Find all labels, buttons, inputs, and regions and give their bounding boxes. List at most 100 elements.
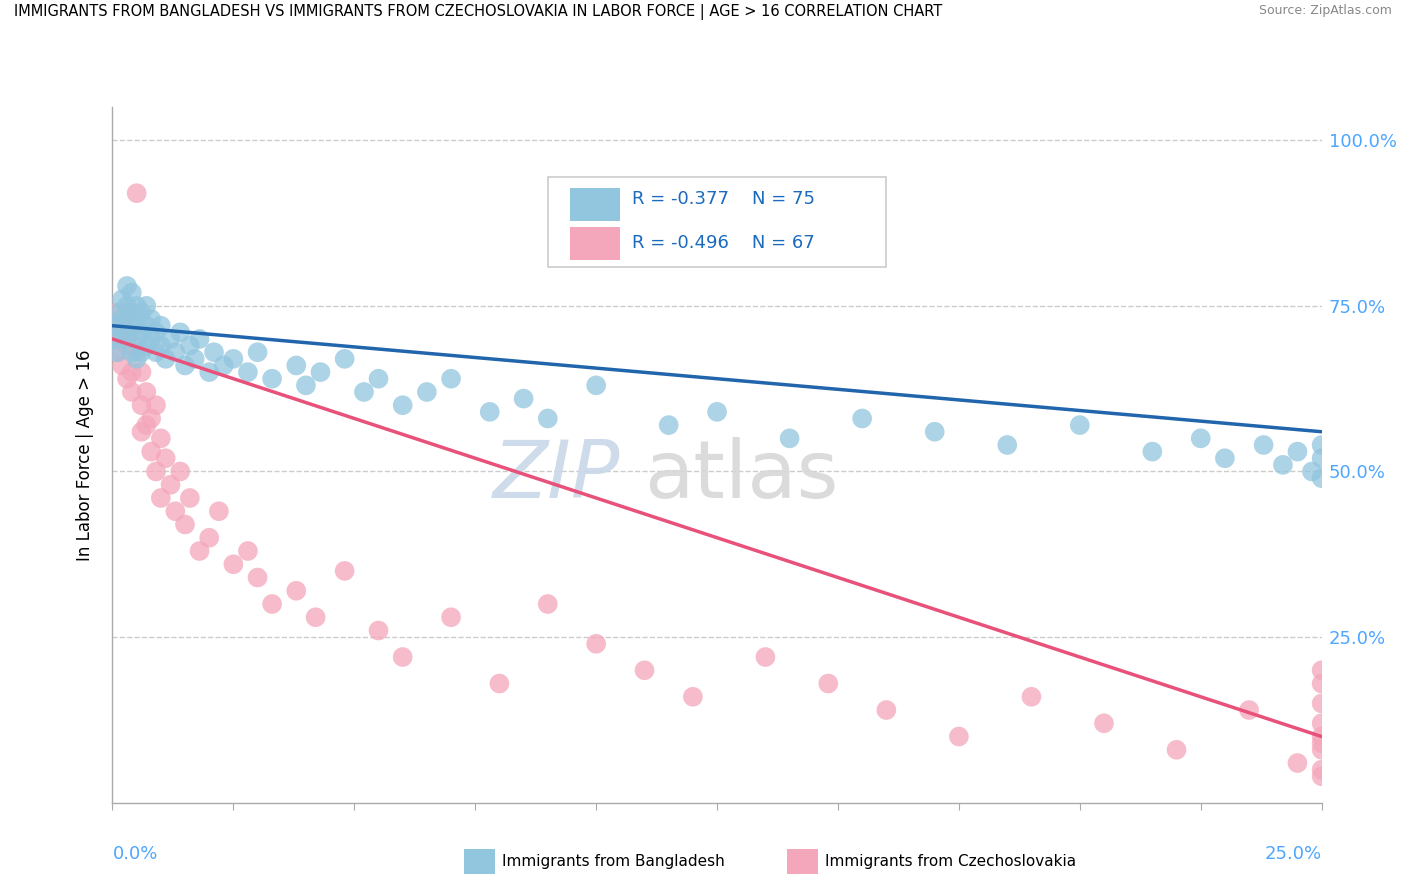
Point	[111, 359, 134, 373]
Point	[125, 332, 148, 346]
FancyBboxPatch shape	[548, 177, 886, 267]
Point	[108, 305, 131, 319]
Point	[585, 637, 607, 651]
Point	[212, 359, 235, 373]
Point	[1310, 716, 1333, 731]
Point	[121, 345, 143, 359]
Point	[125, 345, 148, 359]
Text: atlas: atlas	[644, 437, 839, 515]
Point	[262, 597, 284, 611]
Point	[141, 312, 163, 326]
Point	[135, 338, 157, 352]
Text: ZIP: ZIP	[494, 437, 620, 515]
Point	[682, 690, 704, 704]
Text: Source: ZipAtlas.com: Source: ZipAtlas.com	[1258, 4, 1392, 18]
Text: Immigrants from Czechoslovakia: Immigrants from Czechoslovakia	[825, 855, 1077, 869]
Point	[246, 345, 269, 359]
Point	[1069, 418, 1091, 433]
Point	[131, 345, 153, 359]
Point	[125, 186, 148, 201]
Point	[169, 326, 191, 340]
Point	[198, 531, 221, 545]
Point	[1189, 431, 1212, 445]
Text: R = -0.496    N = 67: R = -0.496 N = 67	[633, 235, 815, 252]
Point	[1166, 743, 1188, 757]
Point	[1310, 697, 1333, 711]
Point	[108, 332, 131, 346]
Point	[585, 378, 607, 392]
Point	[115, 305, 138, 319]
Point	[115, 299, 138, 313]
Point	[115, 279, 138, 293]
Point	[1253, 438, 1275, 452]
Point	[246, 570, 269, 584]
Point	[353, 384, 375, 399]
Point	[179, 338, 201, 352]
Point	[440, 372, 463, 386]
Point	[478, 405, 501, 419]
Point	[222, 558, 245, 572]
Point	[179, 491, 201, 505]
Point	[131, 398, 153, 412]
Point	[149, 491, 172, 505]
Point	[1021, 690, 1043, 704]
Point	[155, 351, 177, 366]
Point	[706, 405, 728, 419]
Point	[1286, 756, 1309, 770]
Point	[188, 332, 211, 346]
Point	[304, 610, 326, 624]
Point	[391, 650, 413, 665]
Point	[1310, 451, 1333, 466]
Point	[121, 318, 143, 333]
Point	[111, 292, 134, 306]
Point	[131, 425, 153, 439]
Point	[121, 305, 143, 319]
Point	[1213, 451, 1236, 466]
Point	[1310, 736, 1333, 750]
Point	[1237, 703, 1260, 717]
Text: R = -0.377    N = 75: R = -0.377 N = 75	[633, 190, 815, 208]
Point	[488, 676, 510, 690]
Point	[1092, 716, 1115, 731]
Point	[145, 398, 167, 412]
Point	[141, 444, 163, 458]
Point	[145, 465, 167, 479]
Text: 0.0%: 0.0%	[112, 845, 157, 863]
Point	[440, 610, 463, 624]
Point	[131, 365, 153, 379]
Point	[754, 650, 776, 665]
Point	[115, 338, 138, 352]
Point	[115, 332, 138, 346]
Point	[165, 345, 187, 359]
Point	[948, 730, 970, 744]
Point	[236, 544, 259, 558]
Point	[145, 326, 167, 340]
FancyBboxPatch shape	[569, 227, 620, 260]
Point	[924, 425, 946, 439]
Point	[262, 372, 284, 386]
Point	[333, 351, 356, 366]
Point	[141, 332, 163, 346]
Point	[169, 465, 191, 479]
Point	[121, 326, 143, 340]
Point	[131, 305, 153, 319]
Point	[111, 318, 134, 333]
Point	[149, 338, 172, 352]
Point	[105, 305, 128, 319]
Point	[851, 411, 873, 425]
Point	[295, 378, 318, 392]
Point	[1310, 438, 1333, 452]
Text: 25.0%: 25.0%	[1264, 845, 1322, 863]
Point	[174, 517, 197, 532]
Point	[104, 318, 127, 333]
Point	[105, 345, 128, 359]
Point	[208, 504, 231, 518]
Point	[115, 372, 138, 386]
Point	[131, 326, 153, 340]
Point	[285, 359, 308, 373]
Point	[1310, 769, 1333, 783]
Point	[1310, 471, 1333, 485]
Point	[159, 477, 181, 491]
Point	[995, 438, 1018, 452]
Point	[135, 318, 157, 333]
